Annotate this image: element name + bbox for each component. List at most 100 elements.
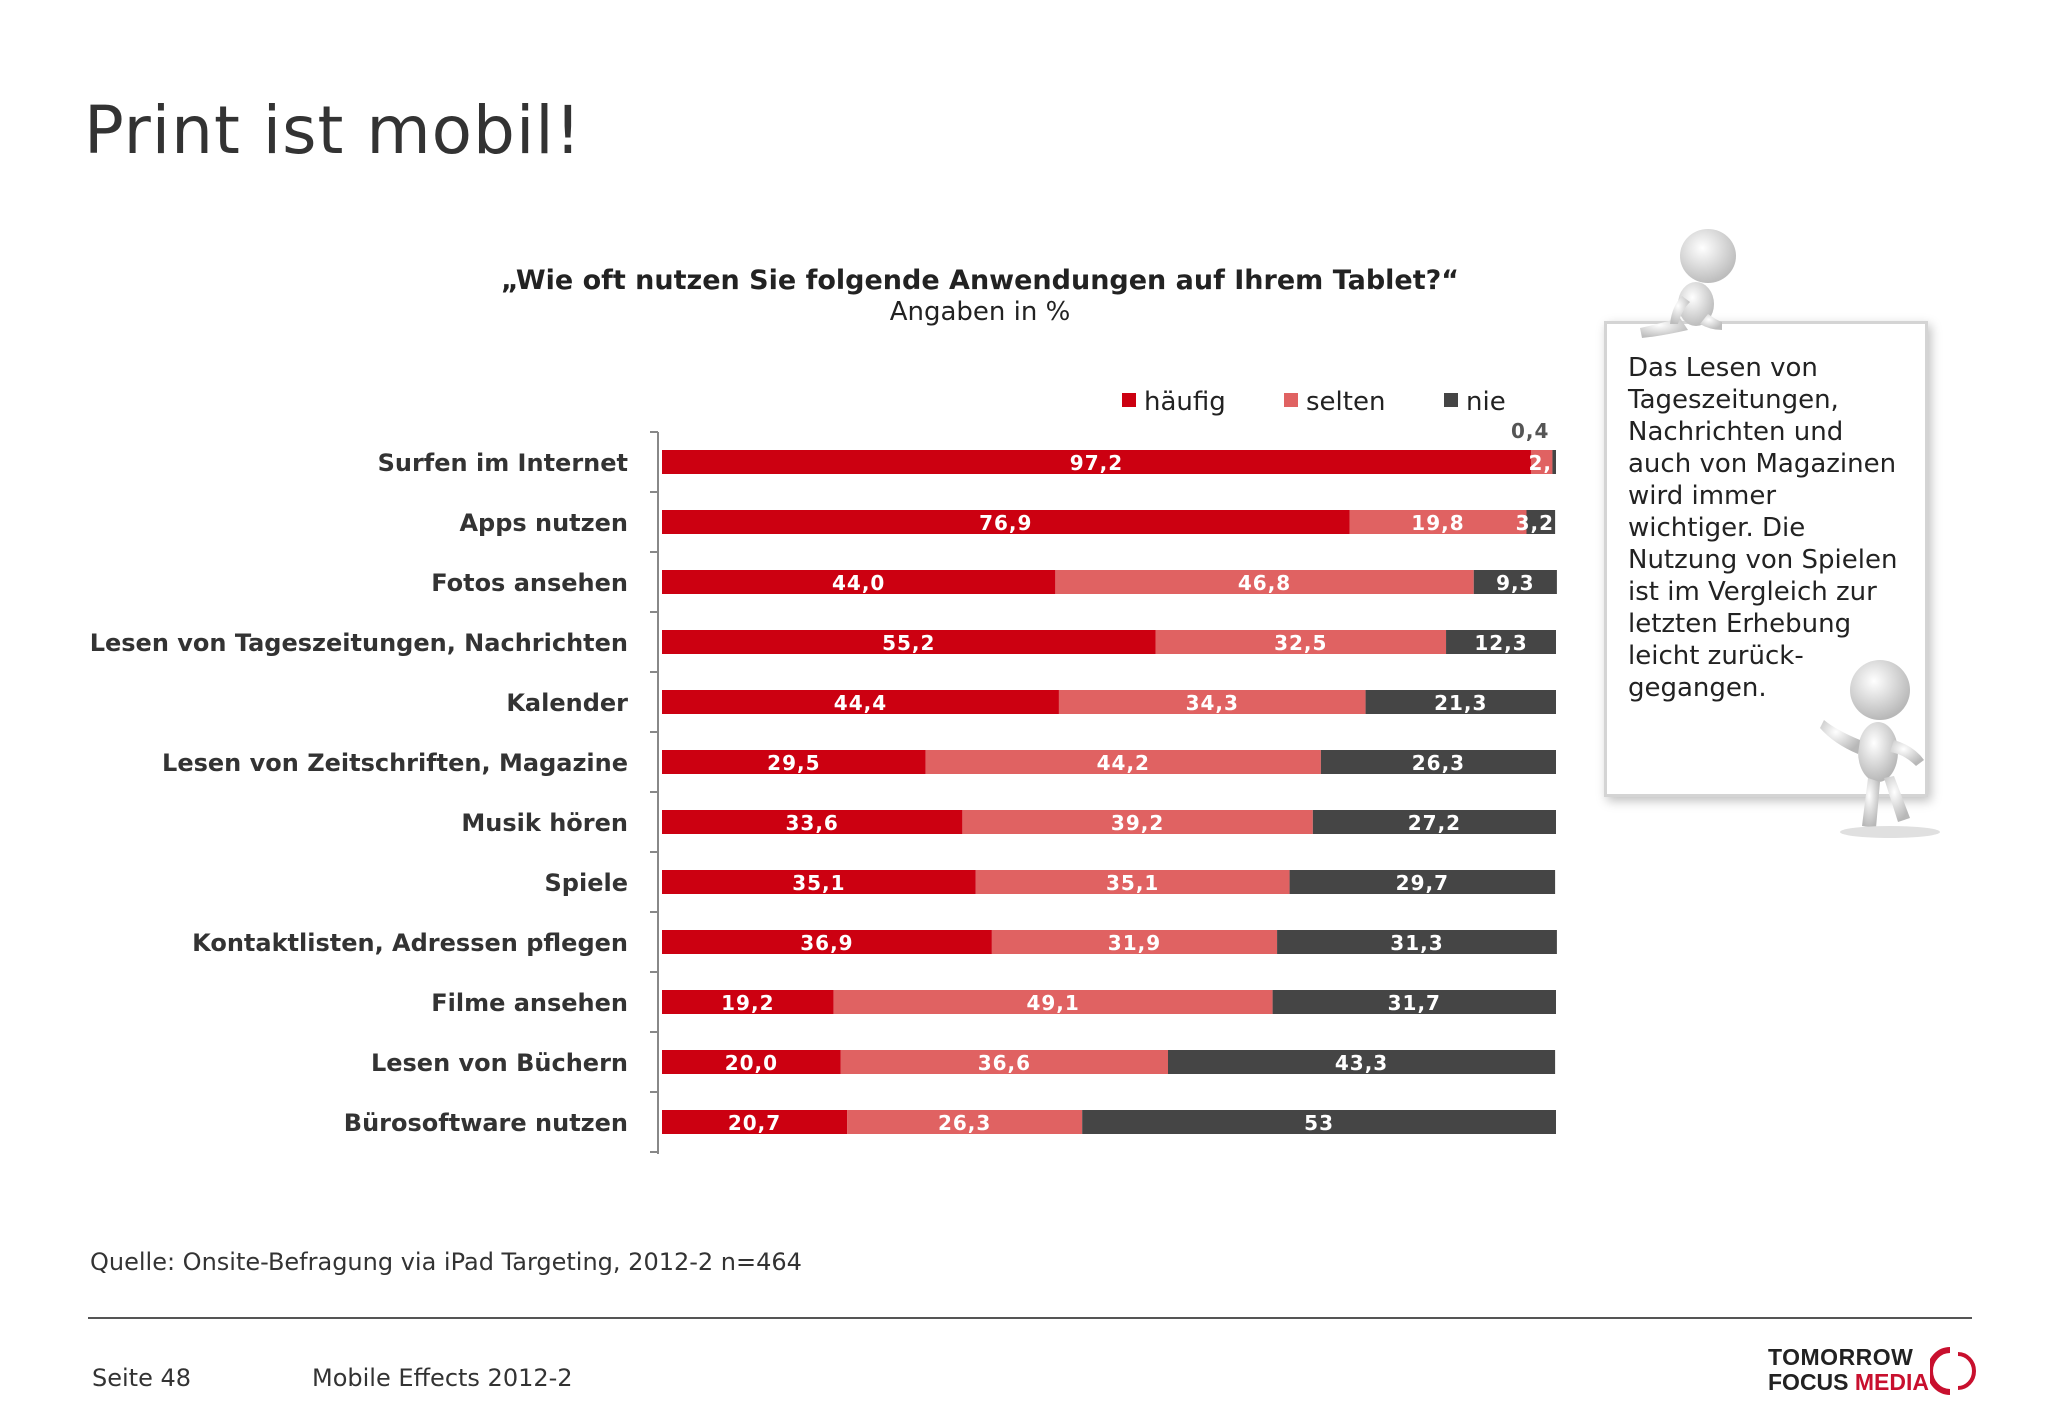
data-label: 76,9: [979, 511, 1032, 535]
bar-segment-häufig: [662, 510, 1350, 534]
category-label: Lesen von Büchern: [371, 1049, 628, 1077]
legend-label: nie: [1466, 387, 1506, 417]
bar-segment-häufig: [662, 810, 963, 834]
bar-segment-selten: [1055, 570, 1474, 594]
data-label: 19,8: [1411, 511, 1464, 535]
data-label: 35,1: [1106, 871, 1159, 895]
bar-segment-häufig: [662, 870, 976, 894]
page-title: Print ist mobil!: [84, 92, 583, 169]
company-logo: TOMORROW FOCUS MEDIA: [1768, 1344, 1978, 1400]
category-label: Kontaktlisten, Adressen pflegen: [192, 929, 628, 957]
bar-segment-nie: [1272, 990, 1556, 1014]
data-label: 36,6: [978, 1051, 1031, 1075]
category-label: Filme ansehen: [431, 989, 628, 1017]
figure-sitting-icon: [1640, 229, 1736, 338]
bar-segment-häufig: [662, 990, 834, 1014]
footer-divider: [88, 1317, 1972, 1319]
legend-swatch: [1122, 393, 1136, 407]
data-label: 46,8: [1238, 571, 1291, 595]
data-label: 21,3: [1434, 691, 1487, 715]
report-name: Mobile Effects 2012-2: [312, 1364, 573, 1392]
bar-segment-häufig: [662, 750, 926, 774]
bar-segment-häufig: [662, 930, 992, 954]
data-label: 20,7: [728, 1111, 781, 1135]
logo-line2: FOCUS MEDIA: [1768, 1369, 1929, 1396]
bar-segment-selten: [833, 990, 1273, 1014]
data-label: 32,5: [1274, 631, 1327, 655]
data-label: 3,2: [1516, 511, 1554, 535]
data-label: 97,2: [1070, 451, 1123, 475]
legend-swatch: [1444, 393, 1458, 407]
bar-segment-selten: [962, 810, 1313, 834]
category-label: Surfen im Internet: [378, 449, 628, 477]
bar-segment-häufig: [662, 1050, 841, 1074]
category-label: Spiele: [545, 869, 628, 897]
bar-segment-nie: [1473, 570, 1557, 594]
bar-segment-häufig: [662, 450, 1531, 474]
data-label: 39,2: [1111, 811, 1164, 835]
bar-segment-häufig: [662, 690, 1059, 714]
bar-segment-nie: [1082, 1110, 1556, 1134]
bar-segment-selten: [1530, 450, 1553, 474]
data-label: 9,3: [1496, 571, 1534, 595]
logo-focus: FOCUS: [1768, 1369, 1849, 1395]
page-number: Seite 48: [92, 1364, 192, 1392]
bar-segment-nie: [1320, 750, 1556, 774]
data-label: 49,1: [1026, 991, 1079, 1015]
bar-segment-nie: [1168, 1050, 1556, 1074]
bar-segment-selten: [840, 1050, 1169, 1074]
category-label: Lesen von Zeitschriften, Magazine: [162, 749, 628, 777]
data-label: 31,7: [1388, 991, 1441, 1015]
logo-media: MEDIA: [1854, 1369, 1930, 1395]
bar-segment-selten: [1349, 510, 1527, 534]
data-label: 43,3: [1335, 1051, 1388, 1075]
data-label: 31,3: [1390, 931, 1443, 955]
data-label: 20,0: [725, 1051, 778, 1075]
legend-label: selten: [1306, 387, 1385, 417]
figure-leaning-icon: [1820, 660, 1940, 838]
bar-segment-selten: [925, 750, 1321, 774]
bar-segment-nie: [1312, 810, 1556, 834]
bar-segment-nie: [1365, 690, 1556, 714]
data-label: 44,4: [834, 691, 887, 715]
data-label: 29,7: [1396, 871, 1449, 895]
bar-segment-selten: [991, 930, 1278, 954]
data-label: 31,9: [1108, 931, 1161, 955]
data-label: 27,2: [1408, 811, 1461, 835]
data-label: 19,2: [721, 991, 774, 1015]
data-label: 44,2: [1097, 751, 1150, 775]
category-label: Musik hören: [461, 809, 628, 837]
callout-text: Das Lesen von Tageszeitungen, Nachrichte…: [1628, 353, 1898, 703]
data-label: 55,2: [882, 631, 935, 655]
data-label: 36,9: [800, 931, 853, 955]
data-label: 34,3: [1186, 691, 1239, 715]
category-label: Apps nutzen: [459, 509, 628, 537]
category-label: Fotos ansehen: [431, 569, 628, 597]
data-label: 0,4: [1511, 419, 1549, 443]
data-label: 44,0: [832, 571, 885, 595]
logo-ring-icon: [1930, 1347, 1976, 1395]
data-label: 33,6: [786, 811, 839, 835]
data-label: 12,3: [1474, 631, 1527, 655]
bar-segment-nie: [1526, 510, 1556, 534]
bar-segment-selten: [975, 870, 1290, 894]
chart-subtitle: Angaben in %: [889, 297, 1071, 327]
bar-segment-nie: [1446, 630, 1556, 654]
data-label: 35,1: [792, 871, 845, 895]
bar-segment-häufig: [662, 630, 1156, 654]
legend-swatch: [1284, 393, 1298, 407]
category-label: Bürosoftware nutzen: [344, 1109, 628, 1137]
bar-segment-häufig: [662, 570, 1056, 594]
bar-segment-selten: [1155, 630, 1447, 654]
data-label: 26,3: [938, 1111, 991, 1135]
data-label: 53: [1304, 1111, 1334, 1135]
bar-segment-selten: [1058, 690, 1366, 714]
bar-segment-nie: [1289, 870, 1556, 894]
category-label: Kalender: [506, 689, 628, 717]
bar-segment-nie: [1552, 450, 1556, 474]
bar-segment-selten: [847, 1110, 1083, 1134]
data-label: 29,5: [767, 751, 820, 775]
source-note: Quelle: Onsite-Befragung via iPad Target…: [90, 1248, 802, 1276]
data-label: 26,3: [1412, 751, 1465, 775]
